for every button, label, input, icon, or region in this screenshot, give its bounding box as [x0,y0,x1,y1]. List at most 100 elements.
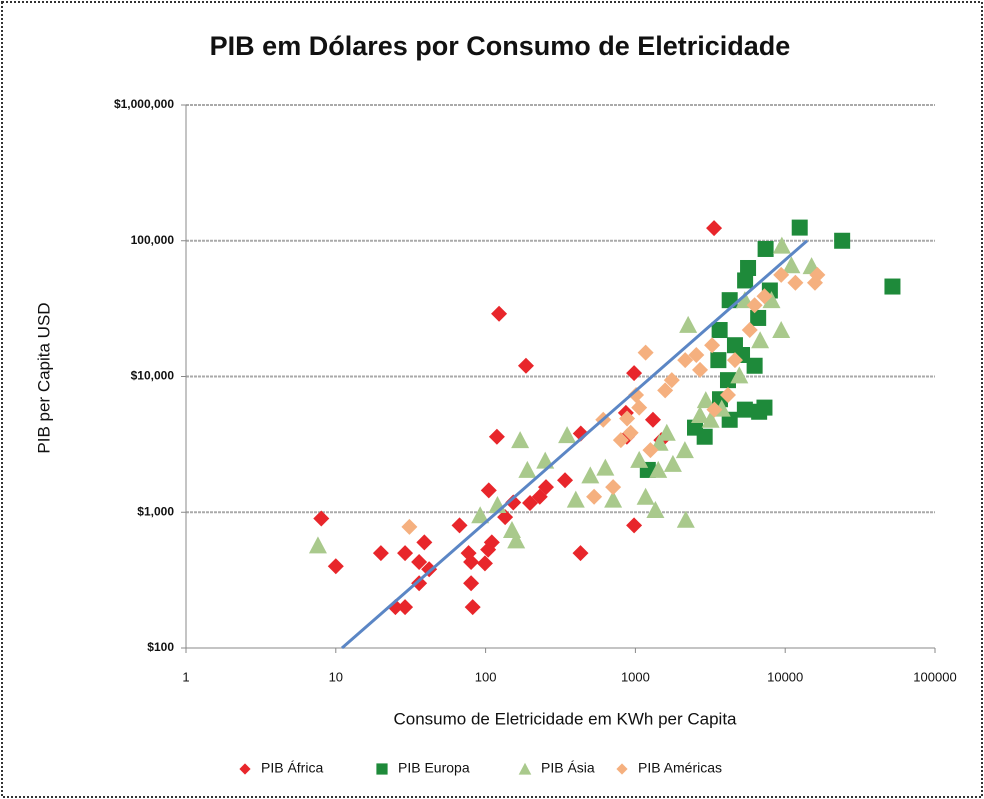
point [650,433,669,451]
point [787,274,804,291]
point [741,322,758,339]
point [518,460,537,478]
point [721,292,738,309]
point [480,482,497,499]
point [537,479,554,496]
x-tick-label: 100000 [913,669,956,684]
legend-marker [376,763,388,775]
legend-label: PIB Europa [398,760,470,776]
point [604,490,623,508]
point [416,534,433,551]
point [772,321,791,339]
point [505,494,522,511]
point [507,531,526,549]
point [696,391,715,409]
point [630,450,649,468]
point [517,357,534,374]
point [719,372,736,389]
y-tick-label: $100 [147,640,174,654]
point [726,352,743,369]
point [692,361,709,378]
point [372,545,389,562]
point [706,220,723,237]
point [596,458,615,476]
point [773,266,790,283]
legend-marker [239,763,251,775]
point [566,490,585,508]
point [791,219,808,236]
point [746,297,763,314]
point [572,545,589,562]
point [751,403,768,420]
y-tick-label: $1,000,000 [114,97,174,111]
legend-marker [518,762,532,775]
point [476,555,493,572]
point [605,479,622,496]
point [626,365,643,382]
point [706,401,723,418]
point [313,510,330,527]
x-axis-label: Consumo de Eletricidade em KWh per Capit… [394,709,738,728]
point [558,426,577,444]
point [401,518,418,535]
point [471,506,490,524]
y-axis-label: PIB per Capita USD [34,302,53,453]
x-tick-label: 1 [182,669,189,684]
point [488,428,505,445]
legend-label: PIB África [261,760,323,776]
point [711,322,728,339]
point [631,399,648,416]
point [687,419,704,436]
point [736,401,753,418]
point [757,240,774,257]
y-tick-label: $10,000 [131,369,175,383]
x-tick-label: 10000 [767,669,803,684]
point [411,575,428,592]
trendline [341,239,809,650]
point [463,575,480,592]
point [719,387,736,404]
point [746,357,763,374]
point [557,472,574,489]
point [772,236,791,254]
point [327,558,344,575]
point [464,599,481,616]
point [451,517,468,534]
point [676,510,695,528]
point [491,305,508,322]
point [411,554,428,571]
point [646,500,665,518]
point [649,460,668,478]
point [642,442,659,459]
y-tick-label: 100,000 [131,233,175,247]
point [308,536,327,554]
point [762,291,781,309]
point [619,410,636,427]
point [626,517,643,534]
point [750,309,767,326]
legend-label: PIB Américas [638,760,722,776]
point [657,382,674,399]
point [497,509,514,526]
point [637,344,654,361]
point [483,534,500,551]
point [884,278,901,295]
point [581,466,600,484]
point [677,352,694,369]
point [675,441,694,459]
x-tick-label: 10 [329,669,343,684]
point [756,288,773,305]
point [622,424,639,441]
point [704,337,721,354]
x-tick-label: 1000 [621,669,650,684]
point [612,432,629,449]
legend-marker [616,763,628,775]
point [644,411,661,428]
point [397,599,414,616]
point [740,259,757,276]
chart-title: PIB em Dólares por Consumo de Eletricida… [210,31,791,61]
point [657,423,676,441]
point [628,387,645,404]
